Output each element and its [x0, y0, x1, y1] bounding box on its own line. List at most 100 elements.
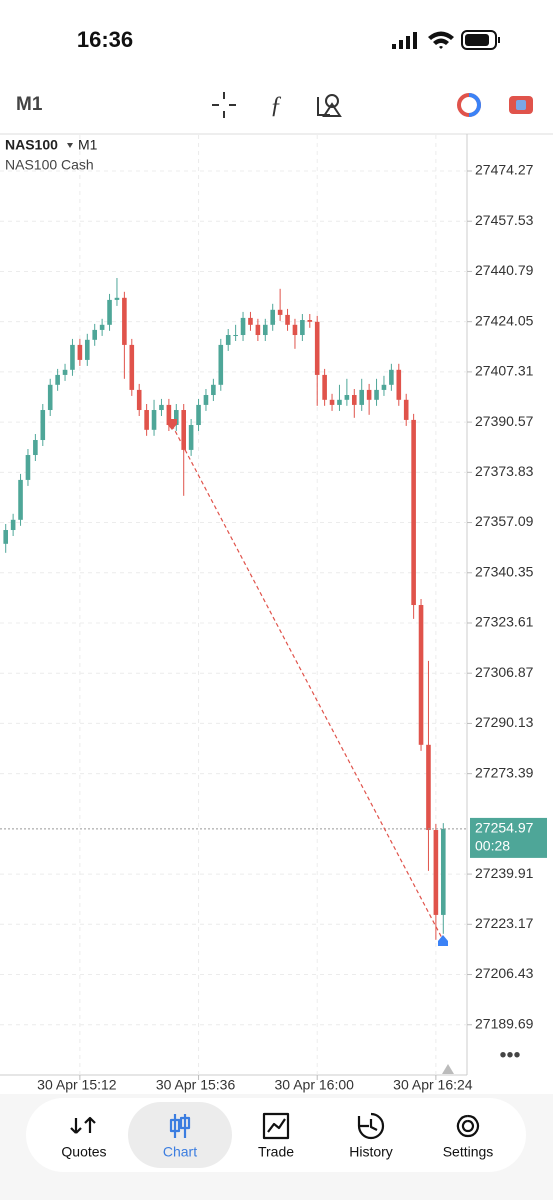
nav-icon [357, 1112, 385, 1140]
candle-body [344, 395, 350, 400]
candle-body [159, 404, 164, 411]
candle-body [262, 324, 268, 336]
candle-body [70, 344, 75, 370]
candle-body [173, 410, 179, 426]
y-tick-label: 27273.39 [475, 764, 534, 780]
candle-body [18, 479, 23, 520]
candle-body [433, 830, 439, 915]
candle-body [403, 399, 409, 420]
y-tick-label: 27239.91 [475, 865, 534, 881]
y-tick-label: 27407.31 [475, 363, 534, 379]
plot: 27254.97 00:28 [0, 278, 547, 940]
chart-description: NAS100 Cash [5, 157, 94, 173]
trade-mode-icon[interactable] [457, 93, 481, 117]
candle-body [233, 335, 238, 337]
more-menu[interactable]: ••• [499, 1044, 520, 1066]
chart-timeframe: M1 [78, 137, 98, 153]
objects-tool[interactable] [317, 94, 342, 117]
y-tick-label: 27390.57 [475, 413, 534, 429]
nav-icon [262, 1112, 290, 1140]
x-tick-label: 30 Apr 15:12 [37, 1077, 117, 1093]
candle-body [129, 344, 135, 390]
nav-item[interactable]: Chart [128, 1102, 232, 1168]
candle-body [440, 828, 446, 915]
candle-body [33, 440, 38, 456]
candle-body [196, 404, 201, 426]
candle-body [107, 299, 112, 325]
nav-item[interactable]: History [349, 1112, 393, 1160]
candle-body [411, 419, 416, 606]
nav-icon [169, 1114, 191, 1138]
nav-label: Settings [443, 1144, 494, 1160]
candle-body [77, 344, 83, 360]
candle-body [285, 314, 290, 325]
candle-body [211, 384, 216, 396]
y-tick-label: 27373.83 [475, 463, 534, 479]
x-tick-label: 30 Apr 15:36 [156, 1077, 236, 1093]
candle-body [10, 519, 16, 531]
candle-body [40, 410, 46, 441]
candle-body [255, 324, 261, 336]
candle-body [314, 321, 320, 375]
candle-body [151, 410, 157, 430]
account-icon[interactable] [509, 96, 533, 114]
scroll-marker[interactable] [442, 1064, 454, 1074]
last-price-label: 27254.97 [475, 820, 534, 836]
candle-body [114, 297, 120, 300]
trade-connector [171, 424, 444, 941]
y-tick-label: 27290.13 [475, 714, 534, 730]
candle-body [248, 317, 253, 325]
candle-body [322, 374, 327, 400]
nav-item[interactable]: Settings [443, 1114, 494, 1160]
candle-body [359, 389, 365, 405]
nav-item[interactable]: Quotes [61, 1116, 107, 1160]
candle-body [122, 297, 127, 345]
candle-body [418, 605, 424, 745]
candle-body [84, 339, 90, 360]
candle-body [166, 404, 172, 426]
candle-body [374, 389, 379, 400]
candle-body [99, 324, 105, 330]
candle-body [188, 425, 194, 450]
candle-body [203, 395, 209, 405]
indicator-tool[interactable]: ƒ [270, 93, 282, 119]
chart-symbol: NAS100 [5, 137, 58, 153]
nav-label: History [349, 1144, 393, 1160]
nav-icon [70, 1116, 96, 1134]
candle-body [144, 410, 149, 430]
y-tick-label: 27323.61 [475, 614, 534, 630]
buy-marker [438, 935, 448, 946]
grid: 27474.27 27457.53 27440.79 27424.05 27407.31… [0, 135, 534, 1093]
x-tick-label: 30 Apr 16:00 [275, 1077, 355, 1093]
y-tick-label: 27223.17 [475, 915, 534, 931]
symbol-dropdown[interactable] [67, 143, 73, 148]
y-tick-label: 27357.09 [475, 513, 534, 529]
candle-body [240, 317, 246, 336]
candle-body [25, 455, 31, 480]
candle-body [337, 399, 342, 405]
y-tick-label: 27306.87 [475, 664, 534, 680]
candle-body [351, 395, 357, 405]
timeframe-button[interactable]: M1 [16, 94, 43, 115]
y-tick-label: 27457.53 [475, 212, 534, 228]
last-price-box [470, 817, 547, 858]
y-tick-label: 27424.05 [475, 312, 534, 328]
y-tick-label: 27340.35 [475, 563, 534, 579]
nav-label: Trade [258, 1144, 294, 1160]
candle-body [218, 344, 224, 385]
candle-body [270, 309, 276, 325]
x-tick-label: 30 Apr 16:24 [393, 1077, 473, 1093]
sell-marker [167, 419, 177, 430]
nav-item[interactable]: Trade [258, 1112, 294, 1160]
y-tick-label: 27206.43 [475, 965, 534, 981]
candle-body [426, 744, 431, 831]
candle-body [307, 320, 313, 322]
candle-body [136, 389, 142, 411]
y-tick-label: 27189.69 [475, 1015, 534, 1031]
nav-active-bubble [128, 1102, 232, 1168]
crosshair-tool[interactable] [212, 92, 236, 118]
candle-body [62, 369, 68, 375]
y-tick-label: 27440.79 [475, 262, 534, 278]
candle-body [300, 320, 305, 336]
